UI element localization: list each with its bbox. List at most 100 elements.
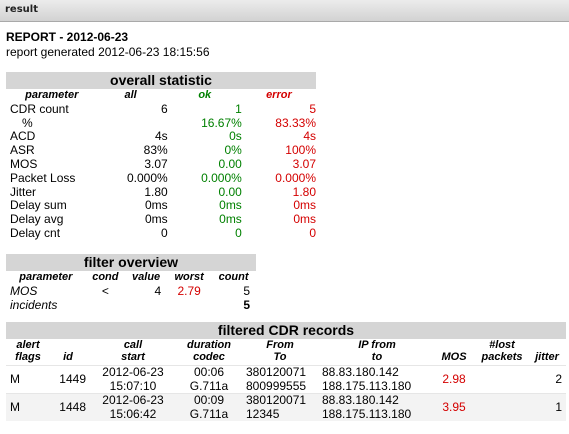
cdr-call-start: 2012-06-23 15:06:42 (86, 393, 180, 421)
cdr-call-start: 2012-06-23 15:07:10 (86, 365, 180, 394)
column-header-line2: jitter (535, 351, 559, 363)
stat-error: 1.80 (292, 184, 316, 199)
stat-ok: 0.00 (218, 156, 242, 171)
stat-error: 0.000% (275, 170, 316, 185)
stat-ok: 0.00 (218, 184, 242, 199)
cdr-lost (476, 393, 528, 421)
cdr-flags: M (6, 365, 50, 394)
cdr-mos: 3.95 (432, 393, 476, 421)
stat-row: ASR 83% 0% 100% (6, 143, 316, 158)
cdr-date: 2012-06-23 (102, 393, 164, 407)
cdr-from-to: 380120071 800999555 (238, 365, 322, 394)
cdr-records-table: alert flags id call start duration codec From To… (6, 339, 566, 421)
stat-all (94, 117, 168, 131)
stat-error: 83.33% (275, 115, 316, 130)
column-header-line1: duration (187, 339, 231, 351)
column-header: IP from to (322, 339, 432, 366)
cdr-ip: 88.83.180.142 188.175.113.180 (322, 393, 432, 421)
stat-ok: 0ms (219, 212, 242, 227)
filter-overview-section: filter overview parameter cond value wor… (6, 254, 256, 312)
column-header: cond (92, 271, 119, 283)
filter-worst: 2.79 (177, 283, 201, 298)
cdr-ip-from: 88.83.180.142 (322, 393, 399, 407)
column-header: ok (198, 89, 212, 101)
cdr-duration-codec: 00:09 G.711a (180, 393, 238, 421)
stat-error: 4s (303, 129, 316, 144)
stat-row: ACD 4s 0s 4s (6, 130, 316, 144)
filter-cond: < (101, 283, 109, 298)
stat-ok: 0% (224, 143, 242, 158)
column-header-line2: codec (193, 351, 225, 363)
table-row[interactable]: M 1448 2012-06-23 15:06:42 00:09 G.711a 380120… (6, 393, 566, 421)
cdr-lost (476, 365, 528, 394)
stat-all: 3.07 (144, 156, 168, 171)
cdr-from: 380120071 (246, 393, 307, 407)
section-heading: overall statistic (6, 72, 316, 89)
incidents-label: incidents (10, 297, 58, 312)
stat-all: 6 (160, 101, 168, 116)
stat-row: MOS 3.07 0.00 3.07 (6, 156, 316, 172)
stat-all: 4s (154, 129, 168, 144)
filter-overview-table: parameter cond value worst count MOS < 4… (6, 271, 256, 312)
stat-ok: 1 (235, 101, 242, 116)
column-header: From To (238, 339, 322, 366)
column-header: parameter (19, 271, 73, 283)
cdr-codec: G.711a (189, 406, 229, 421)
cdr-ip-to: 188.175.113.180 (322, 378, 412, 393)
column-header: all (124, 89, 137, 101)
cdr-ip: 88.83.180.142 188.175.113.180 (322, 365, 432, 394)
stat-row: Packet Loss 0.000% 0.000% 0.000% (6, 170, 316, 186)
filter-row: MOS < 4 2.79 5 (6, 283, 256, 299)
stat-parameter: ACD (10, 129, 36, 144)
column-header: id (50, 339, 86, 366)
overall-statistic-table: parameter all ok error CDR count 6 1 5% 16.6… (6, 89, 316, 241)
cdr-ip-from: 88.83.180.142 (322, 365, 399, 379)
column-header-line2: id (63, 351, 73, 363)
filter-value: 4 (154, 283, 162, 298)
section-heading: filter overview (6, 254, 256, 271)
column-header-line1: From (266, 339, 294, 351)
column-header: MOS (432, 339, 476, 366)
stat-ok: 0ms (219, 198, 242, 213)
column-header-line2: start (121, 351, 145, 363)
stat-ok: 0.000% (201, 170, 242, 185)
cdr-date: 2012-06-23 (102, 365, 164, 379)
stat-all: 0ms (145, 212, 168, 227)
column-header-line2: flags (15, 351, 41, 363)
cdr-ip-to: 188.175.113.180 (322, 406, 412, 421)
stat-error: 0ms (293, 212, 316, 227)
stat-parameter: Packet Loss (10, 170, 76, 185)
stat-row: Jitter 1.80 0.00 1.80 (6, 184, 316, 200)
cdr-time: 15:07:10 (109, 378, 157, 393)
table-row[interactable]: M 1449 2012-06-23 15:07:10 00:06 G.711a 380120… (6, 365, 566, 394)
column-header-line1: #lost (489, 339, 515, 351)
column-header-line2: packets (481, 351, 523, 363)
report-content: REPORT - 2012-06-23 report generated 201… (6, 30, 566, 421)
stat-error: 0ms (293, 198, 316, 213)
column-header: call start (86, 339, 180, 366)
column-header: worst (174, 271, 204, 283)
stat-row: Delay avg 0ms 0ms 0ms (6, 212, 316, 227)
report-title: REPORT - 2012-06-23 (6, 30, 129, 44)
incidents-row: incidents 5 (6, 297, 256, 313)
stat-parameter: Delay sum (10, 198, 67, 213)
cdr-codec: G.711a (189, 378, 229, 393)
stat-error: 3.07 (292, 156, 316, 171)
cdr-flags: M (6, 393, 50, 421)
column-header-line1: IP from (358, 339, 396, 351)
window-title: result (5, 4, 38, 15)
stat-ok: 16.67% (201, 115, 242, 130)
stat-all: 0ms (145, 198, 168, 213)
stat-all: 0 (160, 225, 168, 240)
cdr-from-to: 380120071 12345 (238, 393, 322, 421)
incidents-value: 5 (243, 297, 250, 312)
stat-parameter: Jitter (10, 184, 37, 199)
stat-all: 83% (143, 143, 168, 158)
cdr-time: 15:06:42 (109, 406, 157, 421)
stat-parameter: ASR (10, 143, 35, 158)
stat-row: % 16.67% 83.33% (6, 115, 316, 131)
column-header: value (132, 271, 161, 283)
column-header: duration codec (180, 339, 238, 366)
column-header-line1: call (123, 339, 143, 351)
window-titlebar: result (0, 0, 569, 22)
